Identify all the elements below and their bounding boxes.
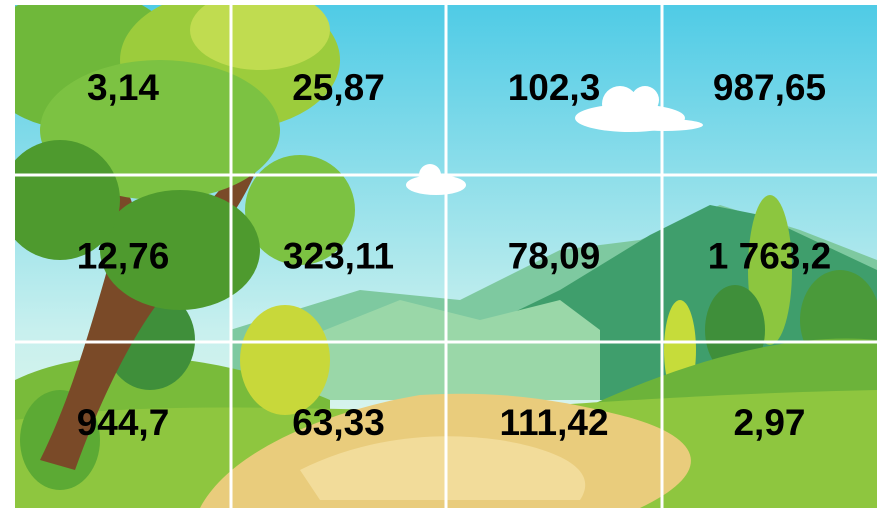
number-cell: 12,76: [77, 235, 170, 276]
number-cell: 987,65: [713, 67, 826, 108]
number-cell: 111,42: [499, 402, 608, 443]
number-cell: 63,33: [292, 402, 385, 443]
number-cell: 323,11: [283, 235, 394, 276]
number-cell: 78,09: [508, 235, 601, 276]
page: 3,14 25,87 102,3 987,65 12,76 323,11 78,09 1 76…: [0, 0, 881, 511]
number-cell: 25,87: [292, 67, 385, 108]
number-cell: 944,7: [77, 402, 170, 443]
number-board: 3,14 25,87 102,3 987,65 12,76 323,11 78,09 1 76…: [0, 0, 881, 511]
number-cell: 102,3: [508, 67, 601, 108]
number-cell: 1 763,2: [708, 235, 831, 276]
number-cell: 2,97: [733, 402, 805, 443]
number-cell: 3,14: [87, 67, 159, 108]
